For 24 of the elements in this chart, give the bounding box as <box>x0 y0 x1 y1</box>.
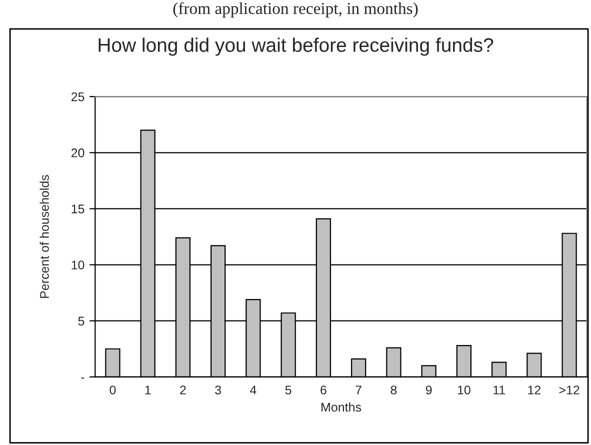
x-tick-label: 5 <box>285 386 292 394</box>
x-tick-label: 1 <box>145 386 151 394</box>
y-axis-title: Percent of households <box>40 174 49 298</box>
x-tick-label: 3 <box>215 386 222 394</box>
y-tick-label: 20 <box>71 148 84 158</box>
chart-title: How long did you wait before receiving funds? <box>98 38 494 56</box>
x-tick-label: 8 <box>390 386 397 394</box>
x-tick-label: 4 <box>250 386 256 394</box>
y-tick-label: 25 <box>71 92 84 102</box>
x-tick-label: 10 <box>458 386 470 394</box>
x-tick-label: >12 <box>559 386 580 394</box>
x-axis-title: Months <box>322 402 362 412</box>
x-tick-label: 6 <box>320 386 326 394</box>
y-tick-label: 15 <box>72 204 84 214</box>
x-tick-label: 11 <box>494 386 505 394</box>
x-tick-label: 9 <box>426 386 432 394</box>
x-tick-label: 12 <box>528 386 541 394</box>
y-tick-label: - <box>81 378 84 379</box>
x-tick-label: 0 <box>110 386 116 394</box>
y-tick-label: 5 <box>78 316 84 326</box>
x-tick-label: 2 <box>180 386 186 394</box>
y-tick-label: 10 <box>72 260 84 270</box>
text: (from application receipt, in months) <box>173 2 418 18</box>
x-tick-label: 7 <box>356 386 362 394</box>
